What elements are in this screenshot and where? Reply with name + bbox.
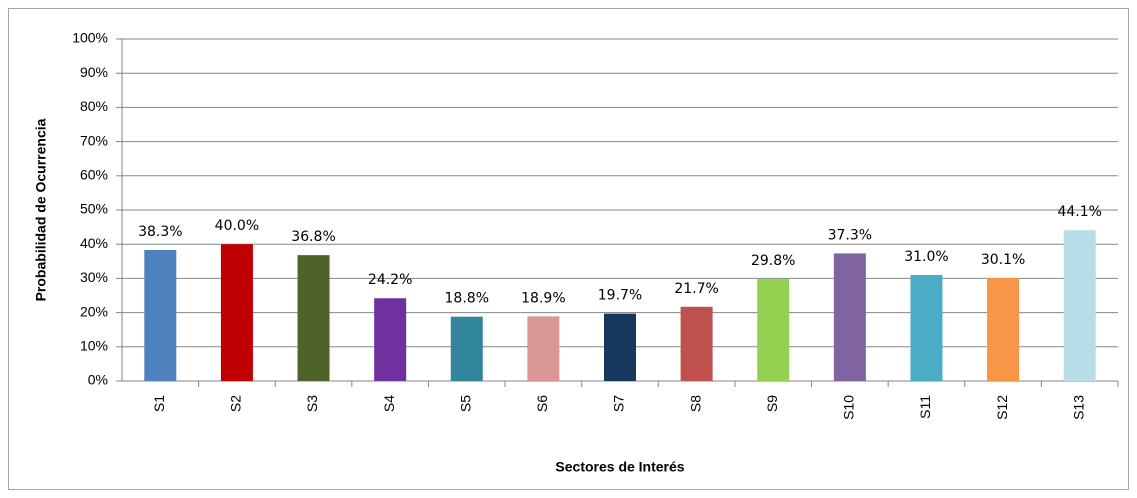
value-label: 18.9% xyxy=(521,290,565,306)
value-label: 29.8% xyxy=(751,253,795,269)
x-tick-label: S12 xyxy=(994,395,1010,420)
bar xyxy=(450,316,483,381)
y-axis-title: Probabilidad de Ocurrencia xyxy=(33,118,49,301)
chart-border xyxy=(8,8,1129,490)
x-tick-label: S5 xyxy=(457,395,473,412)
y-tick-label: 90% xyxy=(80,64,108,80)
y-tick-label: 40% xyxy=(80,235,108,251)
bar xyxy=(604,313,636,381)
value-label: 37.3% xyxy=(828,227,872,243)
value-label: 44.1% xyxy=(1057,204,1101,220)
bar xyxy=(220,244,253,381)
y-tick-label: 80% xyxy=(80,98,108,114)
value-label: 21.7% xyxy=(674,281,718,297)
x-tick-label: S7 xyxy=(611,395,627,412)
y-tick-label: 60% xyxy=(80,167,108,183)
x-tick-label: S3 xyxy=(304,395,320,412)
x-tick-label: S2 xyxy=(228,395,244,412)
value-label: 31.0% xyxy=(904,249,948,265)
value-label: 18.8% xyxy=(445,291,489,307)
y-tick-label: 0% xyxy=(88,372,108,388)
bar xyxy=(910,274,943,381)
x-tick-label: S11 xyxy=(917,395,933,419)
y-tick-label: 20% xyxy=(80,303,108,319)
x-tick-label: S6 xyxy=(534,395,550,412)
x-tick-label: S4 xyxy=(381,395,397,412)
y-tick-label: 30% xyxy=(80,269,108,285)
x-tick-label: S9 xyxy=(764,395,780,412)
x-axis-title: Sectores de Interés xyxy=(555,459,684,475)
bar xyxy=(297,255,330,381)
value-label: 40.0% xyxy=(215,218,259,234)
value-label: 36.8% xyxy=(291,229,335,245)
bar xyxy=(833,253,866,381)
value-label: 38.3% xyxy=(138,224,182,240)
x-tick-label: S8 xyxy=(687,395,703,412)
bar xyxy=(527,316,560,381)
y-tick-label: 50% xyxy=(80,201,108,217)
y-tick-label: 10% xyxy=(80,338,108,354)
bar xyxy=(987,278,1020,381)
x-tick-label: S1 xyxy=(151,395,167,412)
value-label: 19.7% xyxy=(598,288,642,304)
bar xyxy=(144,250,177,381)
bar xyxy=(374,298,407,381)
y-tick-label: 70% xyxy=(80,132,108,148)
bar xyxy=(757,279,790,381)
x-tick-label: S13 xyxy=(1070,395,1086,420)
bar xyxy=(680,306,713,381)
bar xyxy=(1063,230,1096,381)
value-label: 24.2% xyxy=(368,272,412,288)
x-tick-label: S10 xyxy=(841,395,857,420)
value-label: 30.1% xyxy=(981,252,1025,268)
y-tick-label: 100% xyxy=(72,30,108,46)
